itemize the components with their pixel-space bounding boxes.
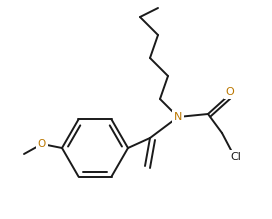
Text: O: O: [226, 87, 234, 97]
Text: O: O: [38, 139, 46, 149]
Text: Cl: Cl: [231, 152, 242, 162]
Text: N: N: [174, 112, 182, 122]
